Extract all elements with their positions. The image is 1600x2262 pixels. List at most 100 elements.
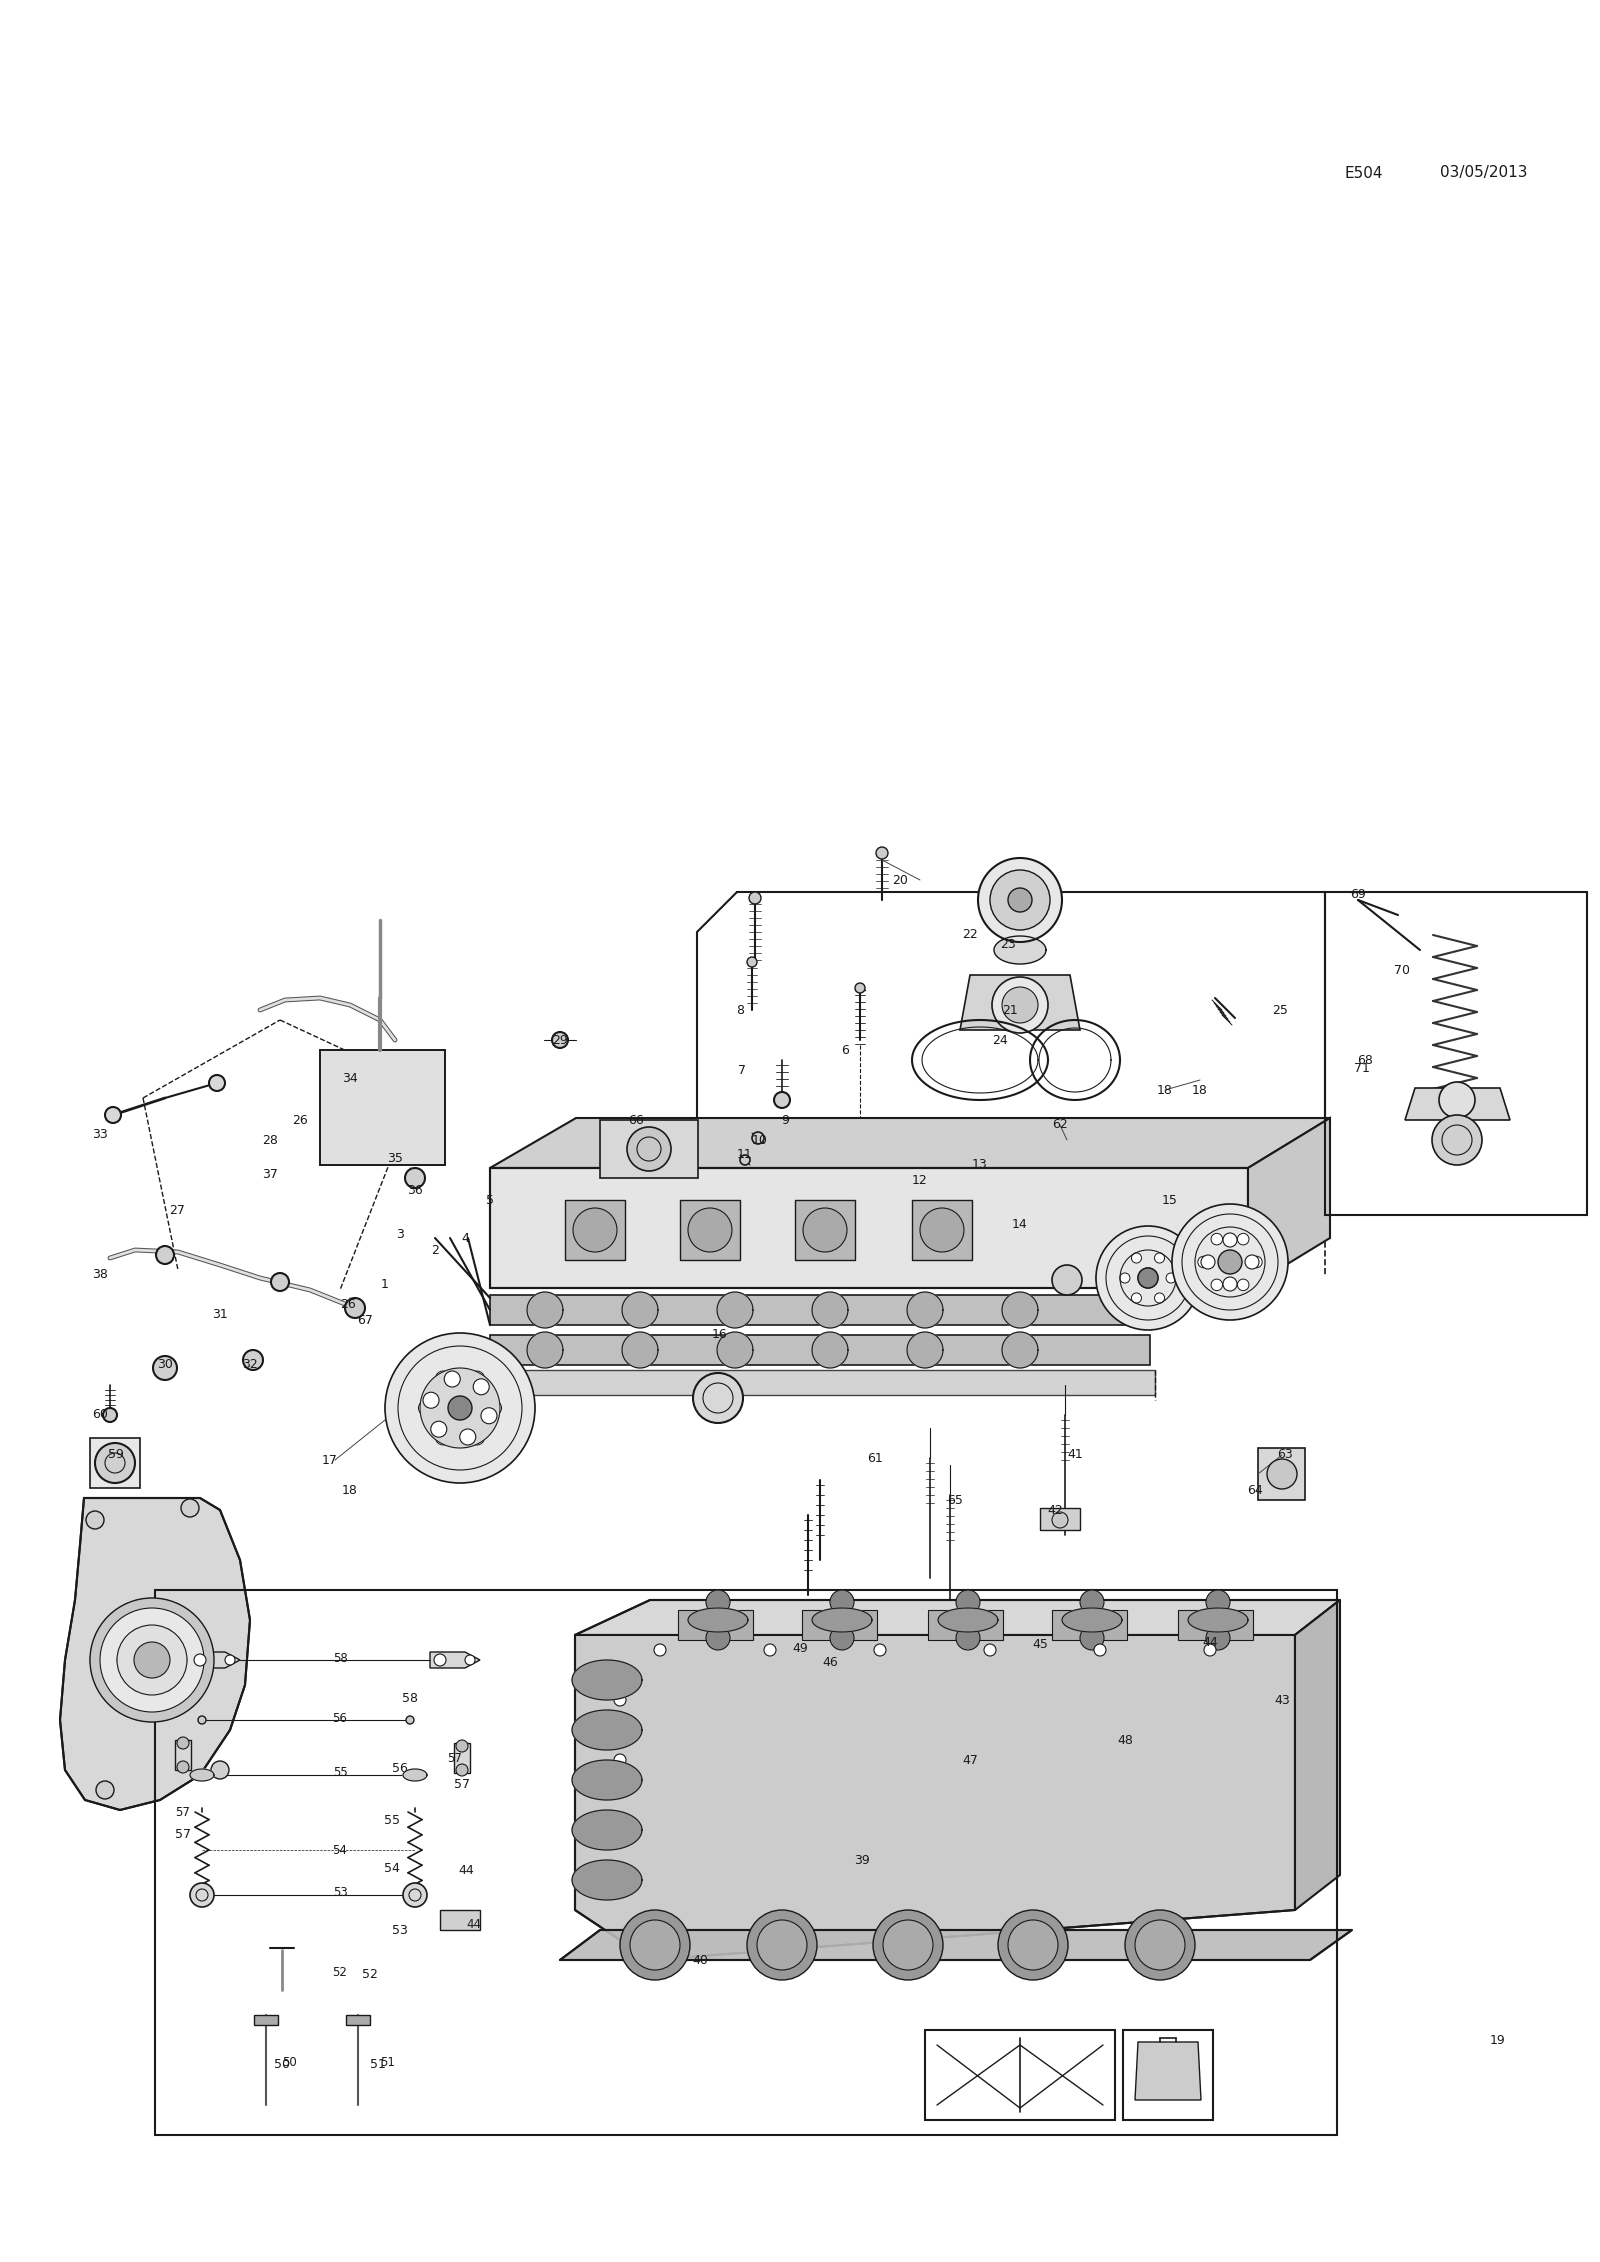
Polygon shape xyxy=(320,1050,445,1165)
Circle shape xyxy=(117,1624,187,1694)
Polygon shape xyxy=(507,1443,522,1457)
Circle shape xyxy=(1206,1590,1230,1615)
Circle shape xyxy=(1080,1590,1104,1615)
Polygon shape xyxy=(149,1712,155,1721)
Polygon shape xyxy=(1170,1312,1181,1323)
Polygon shape xyxy=(1267,1287,1278,1298)
Circle shape xyxy=(1237,1233,1250,1244)
Text: 24: 24 xyxy=(992,1034,1008,1047)
Text: 55: 55 xyxy=(333,1767,347,1780)
Polygon shape xyxy=(483,1339,493,1353)
Polygon shape xyxy=(526,1292,563,1328)
Polygon shape xyxy=(1002,1332,1038,1369)
Circle shape xyxy=(1438,1081,1475,1117)
Circle shape xyxy=(803,1208,846,1251)
Polygon shape xyxy=(1251,1303,1261,1314)
Text: 57: 57 xyxy=(446,1751,462,1764)
Circle shape xyxy=(1432,1115,1482,1165)
Polygon shape xyxy=(1178,1242,1189,1253)
Text: E504: E504 xyxy=(1346,165,1384,181)
Circle shape xyxy=(406,1717,414,1724)
Polygon shape xyxy=(160,1599,170,1611)
Text: 25: 25 xyxy=(1272,1004,1288,1016)
Polygon shape xyxy=(1139,1226,1146,1237)
Polygon shape xyxy=(1261,1217,1270,1228)
Circle shape xyxy=(154,1355,178,1380)
Polygon shape xyxy=(1277,1269,1288,1278)
Text: 36: 36 xyxy=(406,1183,422,1197)
Circle shape xyxy=(419,1369,499,1448)
Circle shape xyxy=(614,1753,626,1767)
Polygon shape xyxy=(622,1292,658,1328)
Circle shape xyxy=(459,1430,475,1445)
Circle shape xyxy=(90,1597,214,1721)
Circle shape xyxy=(1155,1294,1165,1303)
Text: 45: 45 xyxy=(1032,1638,1048,1651)
Text: 14: 14 xyxy=(1013,1219,1027,1231)
Polygon shape xyxy=(717,1332,754,1369)
Text: 22: 22 xyxy=(962,927,978,941)
Text: 67: 67 xyxy=(357,1314,373,1326)
Circle shape xyxy=(1171,1203,1288,1321)
Circle shape xyxy=(706,1590,730,1615)
Circle shape xyxy=(739,1156,750,1165)
Polygon shape xyxy=(574,1599,1341,1635)
Polygon shape xyxy=(1053,1611,1126,1640)
Polygon shape xyxy=(522,1405,534,1411)
Polygon shape xyxy=(520,1416,534,1423)
Polygon shape xyxy=(254,2015,278,2024)
Circle shape xyxy=(446,1393,474,1423)
Circle shape xyxy=(1267,1459,1298,1488)
Circle shape xyxy=(96,1780,114,1798)
Polygon shape xyxy=(149,1597,155,1608)
Text: 8: 8 xyxy=(736,1004,744,1016)
Circle shape xyxy=(630,1920,680,1970)
Bar xyxy=(1325,891,1587,1215)
Polygon shape xyxy=(406,1350,419,1364)
Polygon shape xyxy=(398,1443,413,1457)
Circle shape xyxy=(957,1626,979,1649)
Polygon shape xyxy=(1173,1260,1182,1264)
Polygon shape xyxy=(406,1452,419,1466)
Text: 03/05/2013: 03/05/2013 xyxy=(1440,165,1528,181)
Circle shape xyxy=(482,1407,498,1423)
Polygon shape xyxy=(1258,1448,1306,1500)
Circle shape xyxy=(1222,1233,1237,1246)
Polygon shape xyxy=(490,1117,1330,1167)
Polygon shape xyxy=(346,2015,370,2024)
Polygon shape xyxy=(472,1468,482,1482)
Polygon shape xyxy=(688,1608,749,1631)
Text: 10: 10 xyxy=(752,1133,768,1147)
Polygon shape xyxy=(427,1464,437,1477)
Circle shape xyxy=(1182,1215,1278,1310)
Circle shape xyxy=(157,1246,174,1264)
Circle shape xyxy=(1205,1644,1216,1656)
Circle shape xyxy=(752,1131,765,1145)
Text: 12: 12 xyxy=(912,1174,928,1188)
Bar xyxy=(1123,2029,1213,2119)
Circle shape xyxy=(398,1346,522,1470)
Circle shape xyxy=(1211,1278,1222,1292)
Text: 51: 51 xyxy=(370,2058,386,2072)
Circle shape xyxy=(1198,1255,1210,1267)
Polygon shape xyxy=(416,1344,429,1357)
Circle shape xyxy=(386,1332,534,1484)
Text: 57: 57 xyxy=(176,1805,190,1819)
Circle shape xyxy=(1053,1264,1082,1296)
Text: 18: 18 xyxy=(1157,1083,1173,1097)
Polygon shape xyxy=(1115,1312,1126,1323)
Polygon shape xyxy=(1189,1296,1200,1307)
Circle shape xyxy=(141,1649,165,1672)
Polygon shape xyxy=(1115,1233,1126,1244)
Polygon shape xyxy=(90,1656,101,1663)
Bar xyxy=(925,2029,1115,2119)
Polygon shape xyxy=(574,1635,1294,1959)
Text: 54: 54 xyxy=(384,1862,400,1875)
Text: 16: 16 xyxy=(712,1328,728,1341)
Polygon shape xyxy=(451,1332,458,1346)
Text: 2: 2 xyxy=(430,1244,438,1255)
Polygon shape xyxy=(1184,1251,1195,1260)
Polygon shape xyxy=(90,1439,141,1488)
Circle shape xyxy=(992,977,1048,1034)
Polygon shape xyxy=(1098,1262,1107,1271)
